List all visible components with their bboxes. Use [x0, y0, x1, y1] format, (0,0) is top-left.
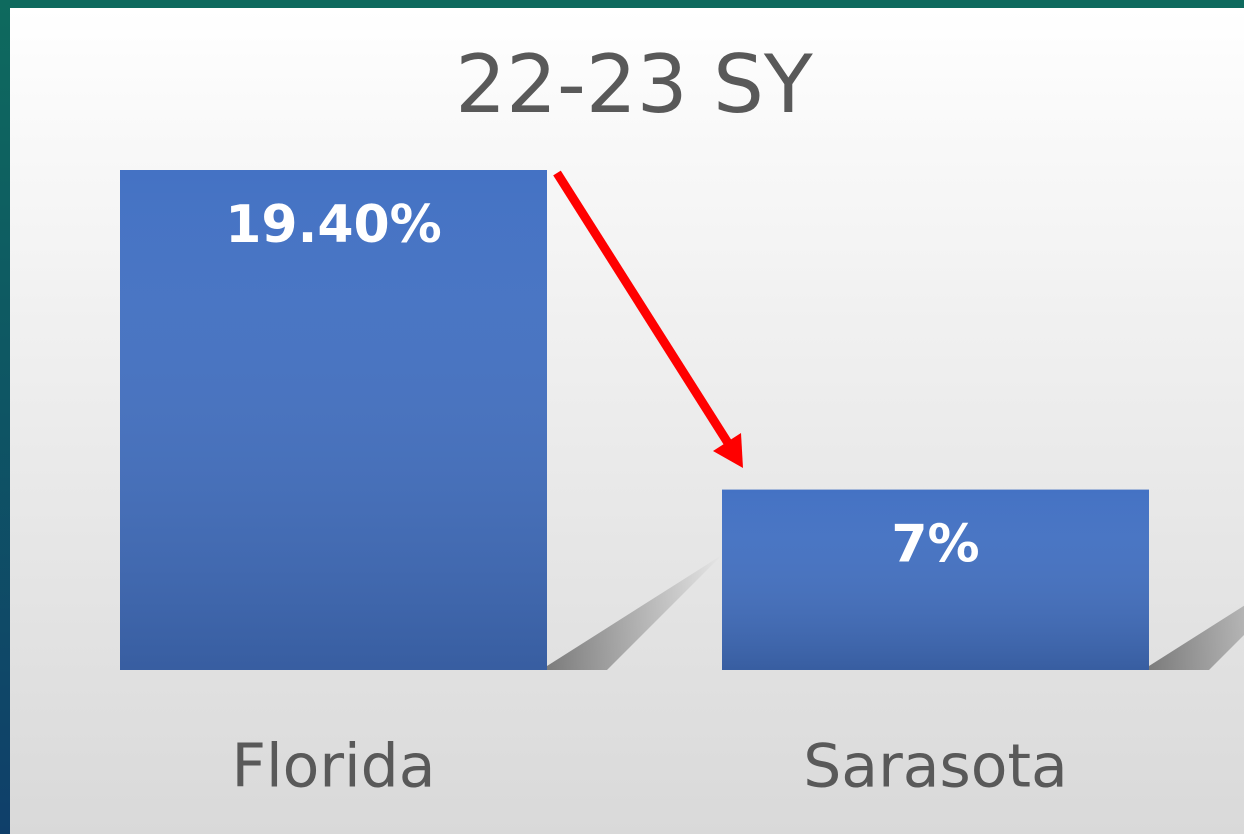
data-label: 7%: [891, 515, 979, 575]
x-tick-label: Florida: [231, 732, 435, 802]
bar-shading: [722, 489, 1149, 670]
chart-title: 22-23 SY: [455, 38, 814, 131]
arrow: [553, 170, 743, 468]
bar-shadow: [1149, 605, 1244, 670]
arrow-shaft: [553, 170, 732, 446]
arrow-head: [713, 433, 743, 468]
data-label: 19.40%: [225, 195, 442, 255]
bar-shading: [120, 170, 547, 670]
x-tick-label: Sarasota: [803, 732, 1068, 802]
plot: 19.40% Florida 7% Sarasota: [120, 170, 1244, 802]
bar-shadow: [547, 555, 722, 670]
